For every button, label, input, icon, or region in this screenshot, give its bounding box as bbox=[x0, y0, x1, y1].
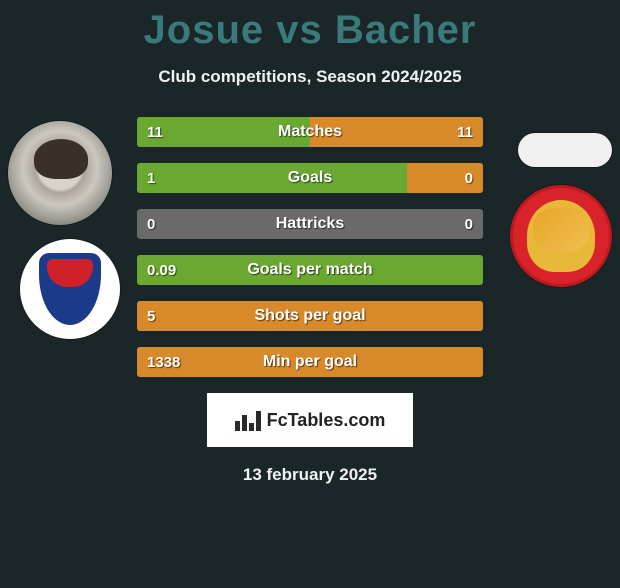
right-avatars bbox=[492, 117, 612, 397]
stat-row: 10Goals bbox=[137, 163, 483, 193]
page-title: Josue vs Bacher bbox=[0, 8, 620, 53]
stat-label: Hattricks bbox=[137, 209, 483, 239]
stat-label: Goals per match bbox=[137, 255, 483, 285]
stat-row: 0.09Goals per match bbox=[137, 255, 483, 285]
stat-label: Shots per goal bbox=[137, 301, 483, 331]
stat-row: 1338Min per goal bbox=[137, 347, 483, 377]
stat-label: Matches bbox=[137, 117, 483, 147]
branding-text: FcTables.com bbox=[267, 410, 386, 431]
subtitle: Club competitions, Season 2024/2025 bbox=[0, 67, 620, 87]
stat-row: 1111Matches bbox=[137, 117, 483, 147]
branding-badge: FcTables.com bbox=[207, 393, 413, 447]
bar-chart-icon bbox=[235, 409, 261, 431]
stat-row: 5Shots per goal bbox=[137, 301, 483, 331]
stat-row: 00Hattricks bbox=[137, 209, 483, 239]
player-photo-left bbox=[8, 121, 112, 225]
crest-icon bbox=[527, 200, 595, 272]
club-logo-right bbox=[510, 185, 612, 287]
footer-date: 13 february 2025 bbox=[0, 465, 620, 485]
club-logo-left bbox=[20, 239, 120, 339]
stat-bars: 1111Matches 10Goals 00Hattricks 0.09Goals p… bbox=[137, 117, 483, 377]
stat-label: Min per goal bbox=[137, 347, 483, 377]
shield-icon bbox=[39, 253, 101, 325]
left-avatars bbox=[8, 117, 128, 397]
stat-label: Goals bbox=[137, 163, 483, 193]
comparison-content: 1111Matches 10Goals 00Hattricks 0.09Goals p… bbox=[0, 117, 620, 485]
player-photo-right bbox=[518, 133, 612, 167]
